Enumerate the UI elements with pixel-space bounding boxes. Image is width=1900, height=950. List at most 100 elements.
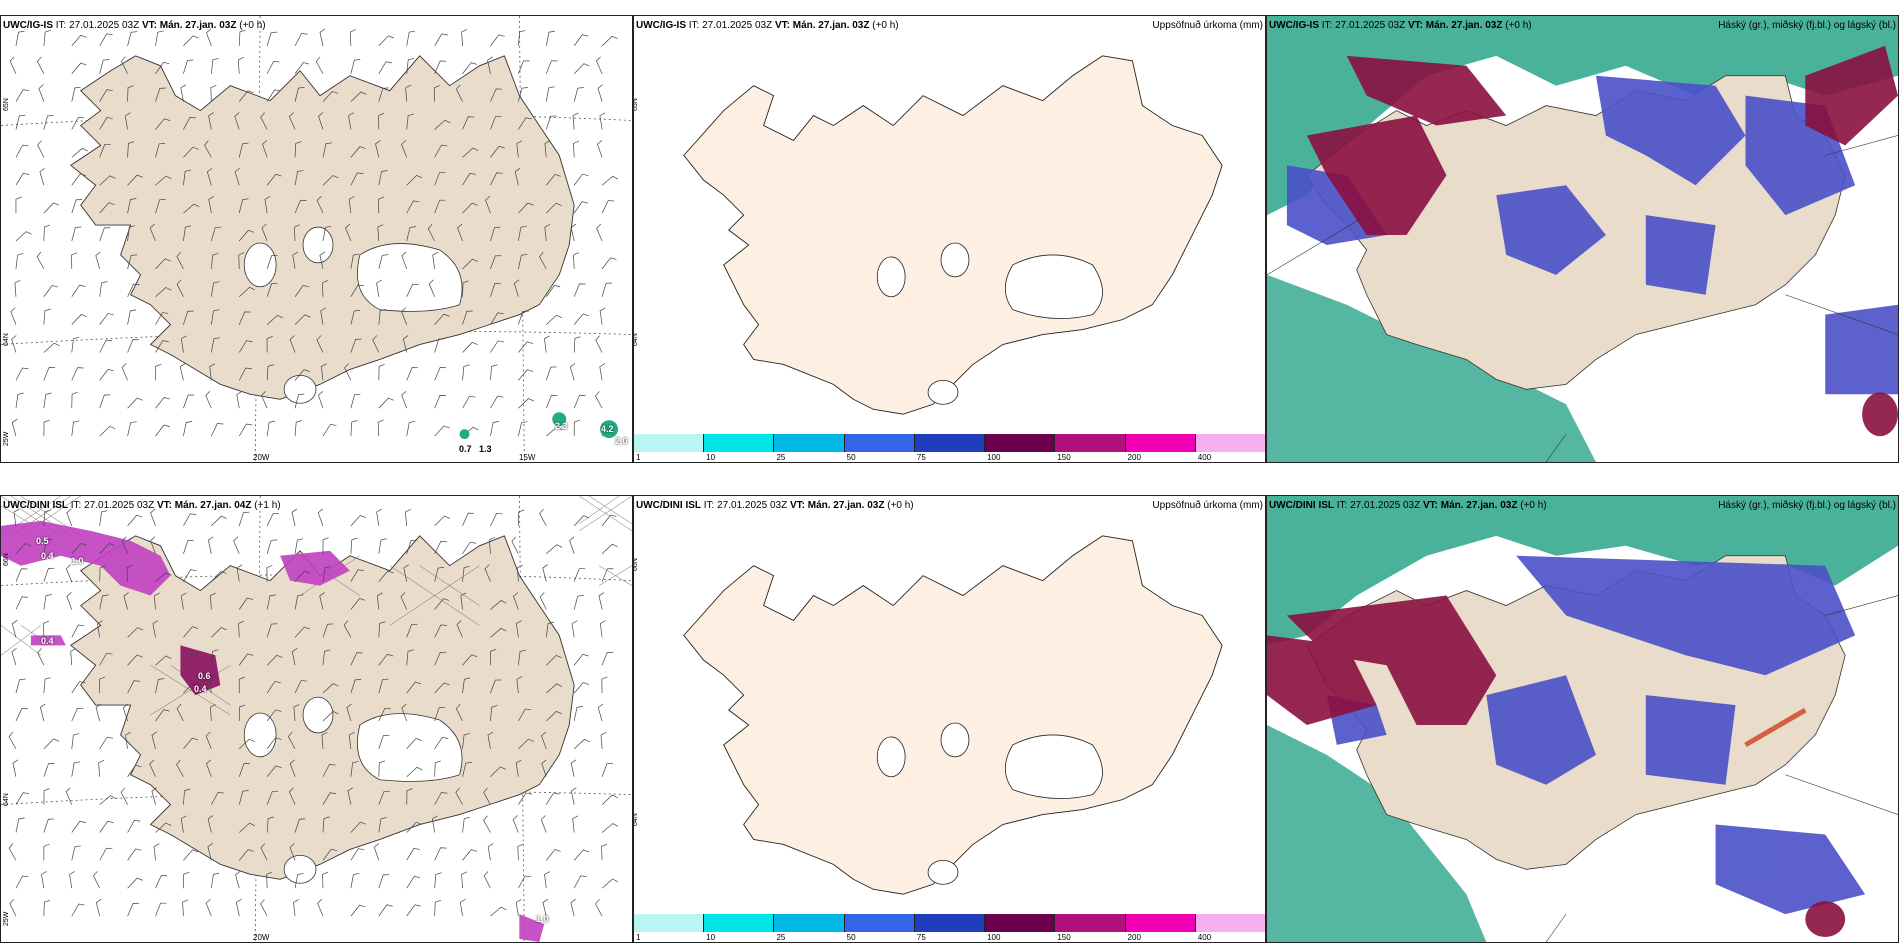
wind-barb (490, 282, 501, 297)
wind-barb (542, 898, 549, 917)
wind-barb (151, 787, 158, 805)
wind-barb (15, 144, 29, 158)
wind-barb (239, 738, 255, 750)
wind-barb (350, 59, 361, 74)
wind-barb (127, 174, 143, 186)
colorbar-swatch (774, 914, 845, 932)
wind-barb (601, 794, 618, 805)
wind-barb (204, 140, 212, 158)
panel-wind-bottom: UWC/DINI ISL IT: 27.01.2025 03Z VT: Mán.… (0, 495, 633, 943)
wind-barb (322, 537, 329, 554)
wind-barb (99, 394, 111, 409)
wind-barb (515, 620, 522, 638)
wind-barb (180, 592, 187, 610)
wind-barb (601, 843, 608, 861)
wind-barb (266, 364, 274, 381)
wind-barb (350, 761, 359, 777)
wind-barb (210, 281, 220, 297)
wind-barb (348, 112, 354, 130)
wind-barb (347, 787, 353, 805)
wind-barb (294, 626, 311, 638)
wind-barb (71, 252, 78, 269)
wind-barb (43, 342, 60, 353)
wind-barb (155, 87, 166, 102)
wind-barb (43, 763, 55, 777)
wind-barb (211, 791, 224, 805)
wind-barb (15, 596, 28, 610)
colorbar-labels: 1 10 25 50 75 100 150 200 400 (634, 933, 1265, 942)
wind-barb (266, 654, 283, 666)
colorbar-tick-label: 75 (916, 933, 926, 942)
lat-label: 64N (633, 333, 639, 346)
wind-barb (43, 308, 51, 325)
wind-barb (121, 536, 128, 554)
wind-barb (514, 168, 521, 186)
wind-barb (378, 904, 393, 917)
panel-precip-top: UWC/IG-IS IT: 27.01.2025 03Z VT: Mán. 27… (633, 15, 1266, 463)
wind-barb (266, 765, 282, 777)
wind-barb (601, 823, 619, 833)
wind-barb (210, 337, 220, 353)
wind-barb (39, 703, 46, 722)
colorbar-swatch (985, 914, 1056, 932)
colorbar-tick-label: 75 (916, 453, 926, 462)
wind-barb (378, 35, 395, 47)
wind-barb (400, 592, 408, 610)
colorbar-swatch (634, 914, 705, 932)
wind-barb (71, 707, 84, 722)
wind-barb (36, 56, 45, 74)
wind-barb (36, 251, 45, 270)
wind-barb (462, 541, 477, 554)
wind-barb (569, 536, 575, 554)
wind-barb (573, 653, 589, 666)
wind-barb (15, 875, 29, 889)
wind-barb (99, 202, 115, 214)
wind-barb (317, 898, 324, 917)
wind-barb (459, 898, 466, 917)
wind-barb (211, 515, 227, 527)
wind-barb (66, 592, 73, 610)
wind-barb (406, 848, 420, 861)
wind-barb (266, 89, 281, 102)
colorbar-swatch (914, 914, 986, 932)
wind-barb (573, 875, 587, 889)
wind-barb (350, 569, 365, 582)
precip-value: 0.7 (459, 444, 472, 454)
wind-barb (15, 678, 26, 694)
wind-barb (378, 735, 390, 749)
wind-barb (316, 335, 324, 353)
wind-barb (350, 338, 362, 353)
lon-label: 25W (3, 911, 10, 926)
colorbar-tick-label: 150 (1057, 933, 1071, 942)
wind-barb (71, 542, 87, 554)
wind-barb (539, 251, 547, 270)
wind-barb (483, 871, 491, 889)
wind-barb (153, 843, 160, 861)
wind-barb (434, 119, 451, 130)
colorbar-swatch (844, 914, 915, 932)
wind-barb (434, 540, 447, 554)
wind-barb (343, 620, 352, 638)
wind-barb (434, 792, 448, 805)
colorbar-tick-label: 400 (1197, 453, 1212, 462)
wind-barb (149, 223, 156, 242)
wind-barb (518, 738, 534, 750)
colorbar-tick-label: 1 (636, 933, 641, 942)
wind-barb (176, 251, 184, 270)
wind-barb (377, 224, 384, 242)
wind-barb (378, 760, 386, 777)
wind-barb (210, 649, 219, 666)
wind-barb (294, 594, 304, 610)
wind-barb (183, 626, 199, 638)
wind-barb (511, 536, 519, 554)
precip-value: 0.4 (41, 636, 54, 646)
wind-barb (238, 142, 249, 158)
wind-barb (95, 251, 101, 269)
wind-barb (183, 871, 190, 889)
wind-barb (289, 759, 296, 777)
wind-barb (487, 843, 494, 861)
wind-barb (294, 284, 310, 297)
wind-barb (490, 116, 502, 130)
wind-barb (293, 704, 300, 722)
wind-barb (155, 340, 169, 353)
